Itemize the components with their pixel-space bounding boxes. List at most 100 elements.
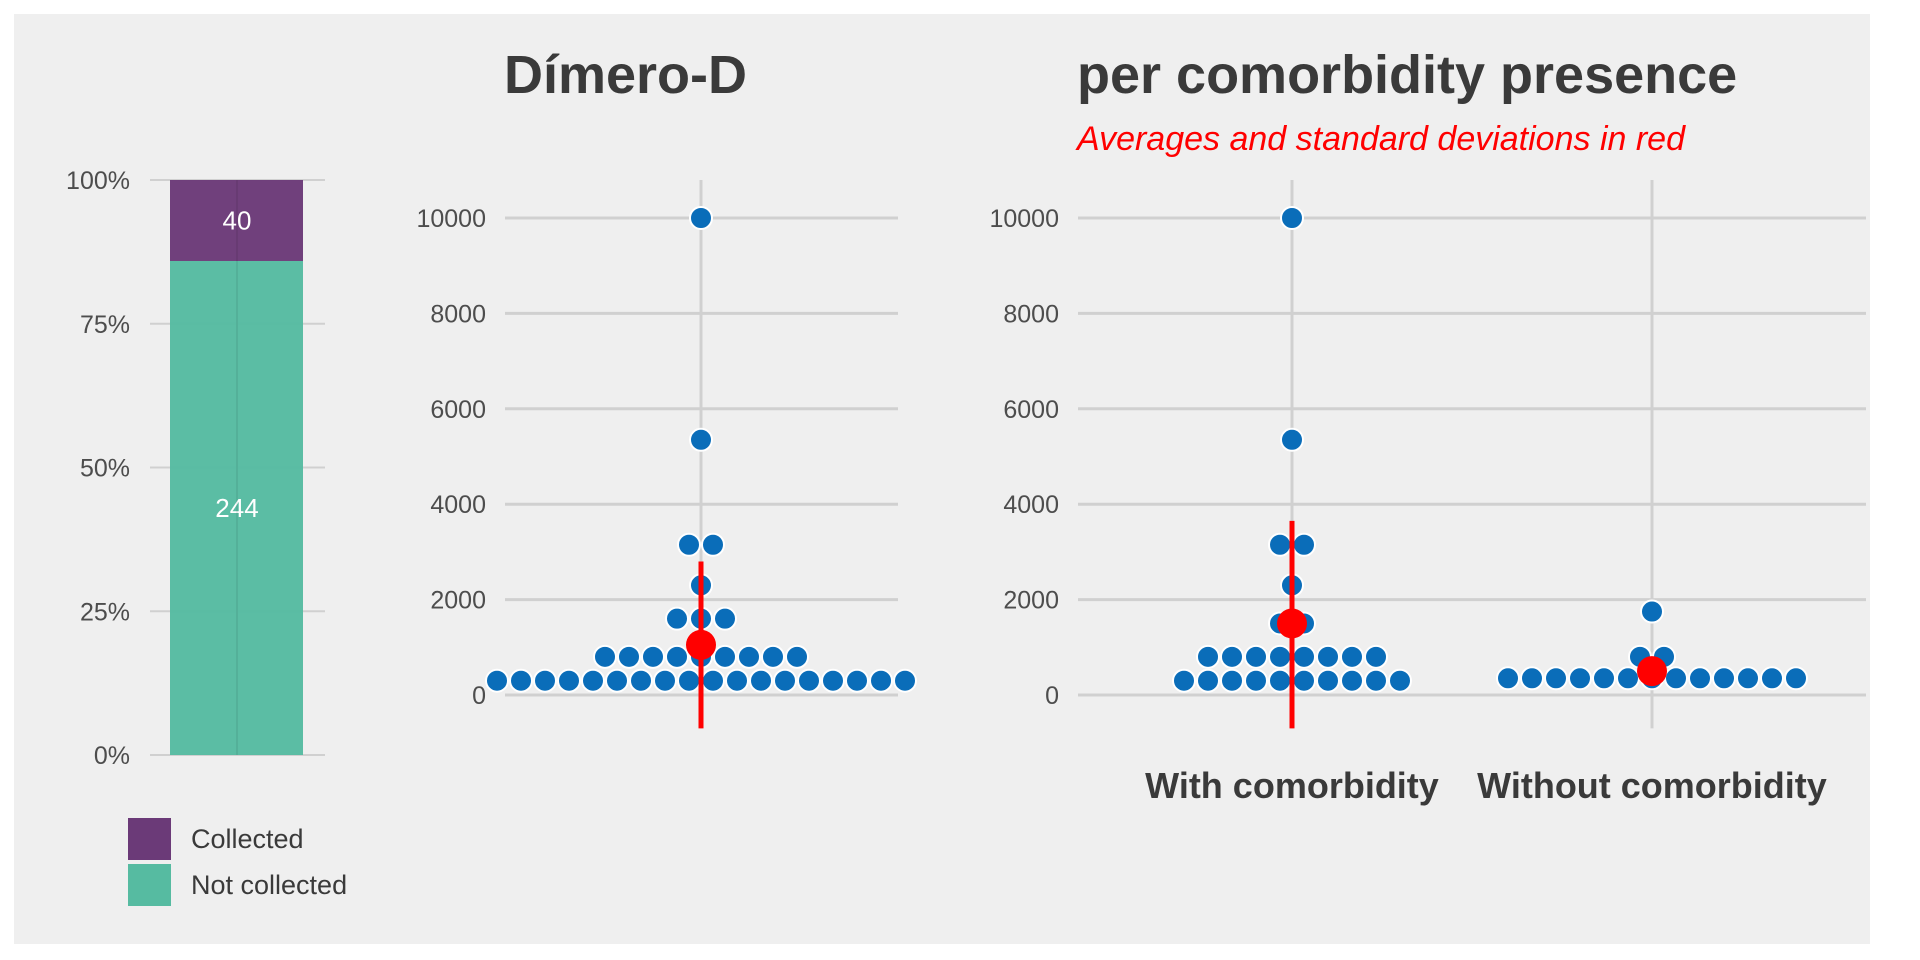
data-point: [665, 644, 689, 669]
data-point: [533, 668, 557, 693]
dotplot-y-tick-label: 6000: [1003, 396, 1059, 424]
dotplot-y-tick-label: 4000: [1003, 491, 1059, 519]
data-point: [1712, 666, 1736, 691]
data-point: [893, 668, 917, 693]
data-point: [701, 668, 725, 693]
data-point: [485, 668, 509, 693]
data-point: [773, 668, 797, 693]
data-point: [1292, 668, 1316, 693]
data-point: [713, 606, 737, 631]
legend-swatch-collected: [128, 818, 171, 860]
data-point: [1784, 666, 1808, 691]
dotplot-y-tick-label: 0: [1045, 682, 1059, 710]
bar-y-tick-label: 0%: [94, 742, 130, 770]
data-point: [1292, 644, 1316, 669]
data-point: [701, 532, 725, 557]
data-point: [869, 668, 893, 693]
data-point: [593, 644, 617, 669]
data-point: [1196, 668, 1220, 693]
data-point: [1244, 644, 1268, 669]
data-point: [1220, 668, 1244, 693]
bar-y-tick-label: 75%: [80, 311, 130, 339]
mean-point: [1277, 608, 1307, 639]
data-point: [1616, 666, 1640, 691]
dotplot-y-tick-label: 10000: [416, 205, 486, 233]
data-point: [821, 668, 845, 693]
bar-y-tick-label: 100%: [66, 167, 130, 195]
data-point: [1280, 427, 1304, 452]
comorbidity-dotplot: [1172, 206, 1808, 729]
data-point: [1196, 644, 1220, 669]
bar-y-tick-label: 50%: [80, 455, 130, 483]
data-point: [1244, 668, 1268, 693]
category-labels: With comorbidity Without comorbidity: [1145, 765, 1827, 806]
dotplot-y-tick-label: 10000: [989, 205, 1059, 233]
bar-segment-collected: [170, 180, 303, 261]
data-point: [1220, 644, 1244, 669]
data-point: [641, 644, 665, 669]
data-point: [1736, 666, 1760, 691]
data-point: [1496, 666, 1520, 691]
data-point: [1388, 668, 1412, 693]
data-point: [1688, 666, 1712, 691]
data-point: [1364, 644, 1388, 669]
right-title: per comorbidity presence: [1077, 45, 1737, 105]
category-label: With comorbidity: [1145, 765, 1439, 806]
mean-point: [1637, 656, 1667, 687]
dotplot-y-tick-label: 2000: [430, 587, 486, 615]
data-point: [629, 668, 653, 693]
data-point: [605, 668, 629, 693]
data-point: [1664, 666, 1688, 691]
data-point: [1760, 666, 1784, 691]
data-point: [1268, 532, 1292, 557]
data-point: [797, 668, 821, 693]
stacked-bar-plot: 244 40: [170, 180, 303, 755]
legend-swatch-not-collected: [128, 864, 171, 906]
bar-segment-label-not-collected: 244: [215, 493, 258, 523]
category-label: Without comorbidity: [1477, 765, 1827, 806]
data-point: [557, 668, 581, 693]
mean-point: [686, 629, 716, 660]
data-point: [617, 644, 641, 669]
data-point: [689, 427, 713, 452]
bar-legend: Collected Not collected: [128, 818, 347, 906]
data-point: [653, 668, 677, 693]
data-point: [1592, 666, 1616, 691]
data-point: [785, 644, 809, 669]
data-point: [737, 644, 761, 669]
data-point: [1280, 206, 1304, 230]
data-point: [1268, 668, 1292, 693]
bar-segment-not-collected: [170, 260, 303, 755]
data-point: [677, 668, 701, 693]
dotplot-y-tick-label: 4000: [430, 491, 486, 519]
data-point: [1544, 666, 1568, 691]
bar-y-tick-label: 25%: [80, 598, 130, 626]
dotplot-y-tick-label: 0: [472, 682, 486, 710]
data-point: [1364, 668, 1388, 693]
data-point: [1316, 668, 1340, 693]
data-point: [845, 668, 869, 693]
data-point: [581, 668, 605, 693]
bar-segment-label-collected: 40: [223, 205, 252, 235]
legend-label-not-collected: Not collected: [191, 870, 347, 900]
data-point: [1172, 668, 1196, 693]
legend-label-collected: Collected: [191, 824, 304, 854]
data-point: [1568, 666, 1592, 691]
data-point: [677, 532, 701, 557]
overall-dotplot: [485, 206, 917, 729]
data-point: [1520, 666, 1544, 691]
data-point: [689, 206, 713, 230]
data-point: [1340, 644, 1364, 669]
data-point: [1340, 668, 1364, 693]
data-point: [749, 668, 773, 693]
dotplot-y-tick-label: 2000: [1003, 587, 1059, 615]
dotplot-y-tick-label: 8000: [1003, 300, 1059, 328]
chart-panel: [14, 14, 1870, 944]
left-title: Dímero-D: [504, 45, 747, 105]
subtitle: Averages and standard deviations in red: [1075, 120, 1686, 158]
data-point: [665, 606, 689, 631]
data-point: [509, 668, 533, 693]
data-point: [725, 668, 749, 693]
data-point: [761, 644, 785, 669]
